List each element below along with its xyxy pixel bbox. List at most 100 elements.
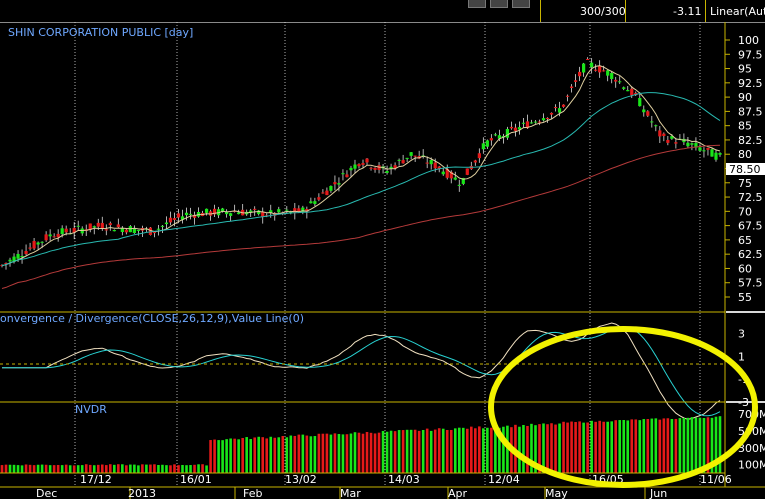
candle-body [561,104,566,107]
candle-body [501,135,505,138]
candle-body [573,80,578,82]
nvdr-bar [157,464,160,473]
price-candles [0,57,722,270]
candle-body [453,177,457,180]
nvdr-bar [602,421,605,473]
macd-panel-title: onvergence / Divergence(CLOSE,26,12,9),V… [0,312,304,325]
nvdr-bar [129,464,132,473]
nvdr-bar [682,418,686,473]
nvdr-bar [125,465,128,473]
candle-body [249,210,253,213]
nvdr-bar [309,436,313,473]
nvdr-bar [201,464,204,473]
candle-body [172,218,177,220]
nvdr-bar [96,464,100,473]
x-date-label: 17/12 [80,473,112,486]
candle-body [578,71,582,77]
nvdr-bar [498,427,501,473]
nvdr-bar [718,416,722,473]
nvdr-bar [646,419,650,473]
nvdr-bar [377,432,381,473]
x-date-label: 12/04 [488,473,520,486]
toolbar-button[interactable] [468,0,486,8]
candle-body [60,228,64,235]
nvdr-bar [193,464,196,473]
candle-body [389,166,393,169]
candle-body [64,228,68,233]
nvdr-bar [221,440,224,473]
nvdr-bar [437,428,441,473]
nvdr-bar [433,429,437,473]
nvdr-bar [622,420,626,473]
nvdr-bar [590,420,593,473]
highlight-circle [488,326,758,488]
nvdr-bar [8,464,12,473]
nvdr-bar [506,425,509,473]
candle-body [12,256,16,262]
nvdr-bar [349,433,353,473]
candle-body [457,184,461,186]
nvdr-bar [113,464,116,473]
nvdr-bar [133,464,136,473]
nvdr-bar [297,434,301,473]
nvdr-bar [417,430,421,473]
nvdr-bar [566,422,569,473]
nvdr-bar [257,436,261,473]
ma-fast-line [1,65,721,267]
candle-body [349,167,353,171]
nvdr-bar [12,464,16,473]
price-tick-label: 75 [738,177,752,190]
nvdr-bar [381,430,385,473]
candle-body [108,223,112,226]
nvdr-bar [145,464,148,473]
nvdr-bar [550,423,553,473]
candle-body [72,227,76,233]
price-tick-label: 72.5 [738,191,763,204]
nvdr-bar [345,434,349,473]
nvdr-bar [554,424,557,473]
nvdr-bar [100,464,104,473]
nvdr-bar [658,419,662,473]
nvdr-bar [341,434,345,473]
nvdr-bar [530,423,533,473]
candle-body [32,241,36,249]
scale-selector[interactable]: Linear(Auto [710,5,765,18]
nvdr-bar [465,428,469,473]
candle-body [433,162,437,169]
nvdr-bar [578,421,581,473]
x-date-label: 16/01 [180,473,212,486]
x-date-label: 13/02 [285,473,317,486]
nvdr-bar [369,432,373,473]
nvdr-bar [177,465,180,473]
candle-body [301,207,305,213]
nvdr-bar [233,438,236,473]
macd-tick-label: -3 [738,396,749,409]
nvdr-bar [562,421,565,473]
nvdr-bar [401,430,405,473]
price-tick-label: 60 [738,262,752,275]
axes [0,22,765,488]
candle-body [156,228,161,230]
nvdr-bar [76,465,80,473]
candle-body [642,109,646,113]
nvdr-bar [662,418,666,473]
toolbar-button[interactable] [490,0,508,8]
candle-body [650,121,654,123]
nvdr-bar [421,430,425,473]
nvdr-bar [333,433,337,473]
candle-body [714,152,718,160]
nvdr-bar [586,422,589,473]
candle-body [88,223,92,230]
candle-body [493,134,497,136]
candle-body [618,81,622,83]
candle-body [626,90,630,92]
price-tick-label: 82.5 [738,134,763,147]
x-date-label: 14/03 [388,473,420,486]
nvdr-bar [36,464,40,473]
candle-body [24,251,28,254]
toolbar-button[interactable] [512,0,530,8]
candle-body [694,142,698,148]
candle-body [630,88,634,96]
candle-body [313,201,317,204]
